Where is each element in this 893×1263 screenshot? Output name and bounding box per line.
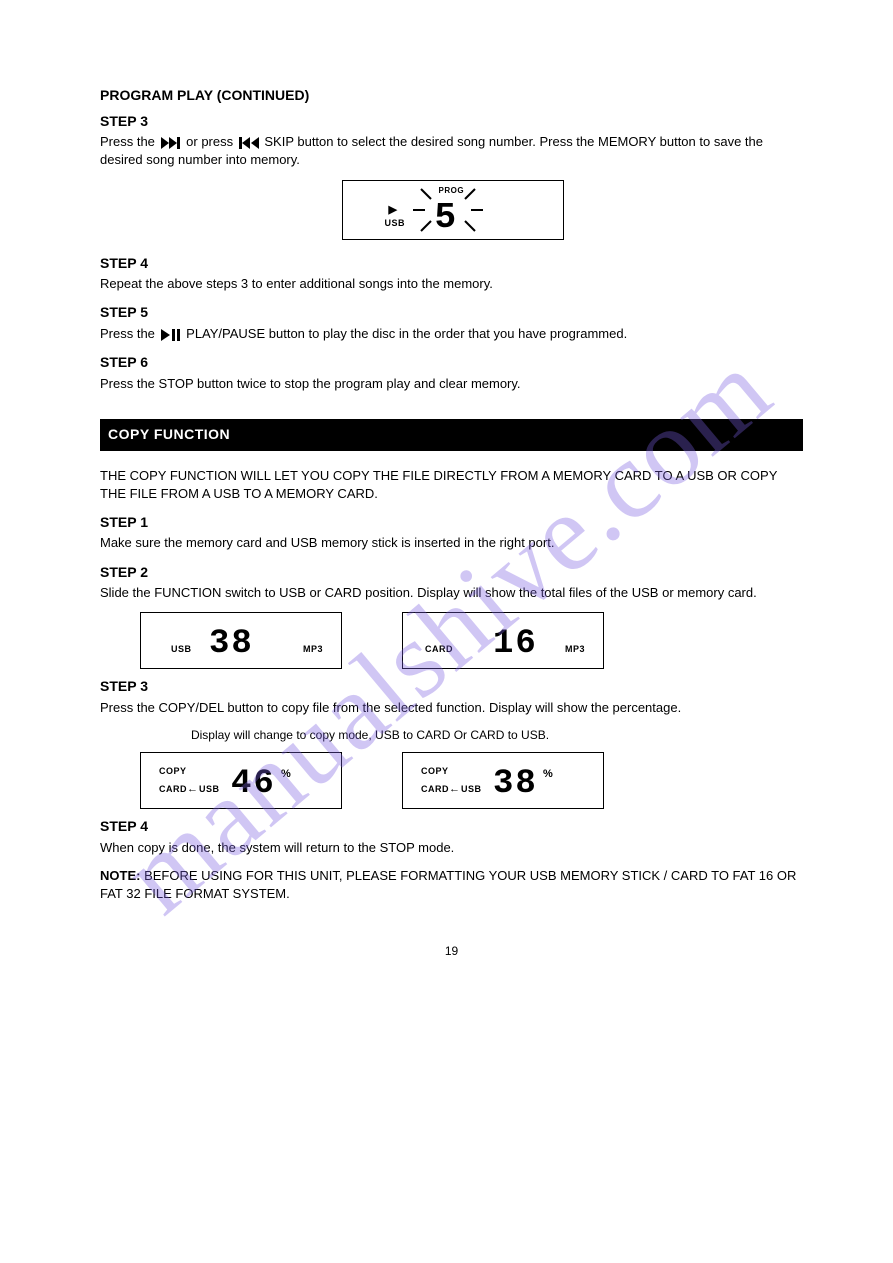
step5-head: STEP 5: [100, 303, 803, 323]
copy-step3-head: STEP 3: [100, 677, 803, 697]
lcd-usb-display: USB 38 MP3: [140, 612, 342, 669]
lcd-prog-display: ▶ USB PROG 5: [342, 180, 562, 240]
arrow-left-icon: ←: [187, 782, 199, 797]
copy-intro: THE COPY FUNCTION WILL LET YOU COPY THE …: [100, 467, 803, 503]
copy-note: NOTE: BEFORE USING FOR THIS UNIT, PLEASE…: [100, 867, 803, 903]
usb-label: USB: [199, 783, 220, 796]
card-value: 16: [493, 621, 538, 669]
card-label: CARD: [425, 643, 453, 656]
copy-right-value: 38: [493, 761, 538, 809]
program-title: PROGRAM PLAY (CONTINUED): [100, 86, 803, 106]
note-body: BEFORE USING FOR THIS UNIT, PLEASE FORMA…: [100, 868, 796, 901]
copy-step1-head: STEP 1: [100, 513, 803, 533]
step5-prefix: Press the: [100, 326, 159, 341]
lcd-copy-right: COPY CARD ← USB 38 %: [402, 752, 604, 809]
step3-prefix: Press the: [100, 134, 159, 149]
card-label: CARD: [421, 783, 449, 796]
copy-section-bar: COPY FUNCTION: [100, 419, 803, 451]
step5-suffix: PLAY/PAUSE button to play the disc in th…: [186, 326, 627, 341]
lcd-copy-left: COPY CARD ← USB 46 %: [140, 752, 342, 809]
step6-head: STEP 6: [100, 353, 803, 373]
play-pause-icon: [161, 329, 181, 341]
display-row-2: COPY CARD ← USB 46 % COPY CARD ← USB 38 …: [140, 752, 803, 809]
flash-lines-icon: [343, 181, 563, 239]
step4-head: STEP 4: [100, 254, 803, 274]
step5-body: Press the PLAY/PAUSE button to play the …: [100, 325, 803, 343]
mp3-label: MP3: [303, 643, 323, 656]
copy-label: COPY: [159, 765, 187, 778]
lcd-card-display: CARD 16 MP3: [402, 612, 604, 669]
step6-body: Press the STOP button twice to stop the …: [100, 375, 803, 393]
copy-mode-note: Display will change to copy mode, USB to…: [100, 727, 640, 744]
copy-step3-body: Press the COPY/DEL button to copy file f…: [100, 699, 803, 717]
step3-body: Press the or press SKIP button to select…: [100, 133, 803, 169]
copy-step2-body: Slide the FUNCTION switch to USB or CARD…: [100, 584, 803, 602]
step3-mid: or press: [186, 134, 237, 149]
note-head: NOTE:: [100, 868, 140, 883]
copy-left-value: 46: [231, 761, 276, 809]
mp3-label: MP3: [565, 643, 585, 656]
copy-step4-head: STEP 4: [100, 817, 803, 837]
step4-body: Repeat the above steps 3 to enter additi…: [100, 275, 803, 293]
arrow-left-icon: ←: [449, 782, 461, 797]
copy-label: COPY: [421, 765, 449, 778]
page-number: 19: [100, 943, 803, 960]
skip-back-icon: [239, 137, 259, 149]
card-label: CARD: [159, 783, 187, 796]
pct-label: %: [543, 767, 553, 782]
step3-head: STEP 3: [100, 112, 803, 132]
display-row-1: USB 38 MP3 CARD 16 MP3: [140, 612, 803, 669]
page-content: PROGRAM PLAY (CONTINUED) STEP 3 Press th…: [0, 0, 893, 1000]
pct-label: %: [281, 767, 291, 782]
usb-label: USB: [171, 643, 192, 656]
usb-label: USB: [461, 783, 482, 796]
copy-step2-head: STEP 2: [100, 563, 803, 583]
skip-forward-icon: [161, 137, 181, 149]
copy-step1-body: Make sure the memory card and USB memory…: [100, 534, 803, 552]
usb-value: 38: [209, 621, 254, 669]
copy-step4-body: When copy is done, the system will retur…: [100, 839, 803, 857]
